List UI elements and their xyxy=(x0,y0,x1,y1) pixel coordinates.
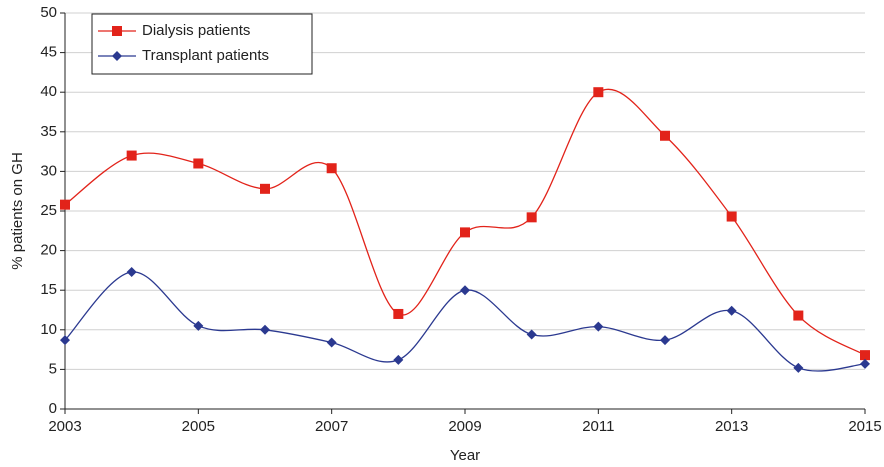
x-axis-label: Year xyxy=(450,447,480,464)
y-tick-label: 5 xyxy=(49,360,57,377)
marker xyxy=(112,51,122,61)
y-tick-label: 30 xyxy=(40,162,57,179)
marker xyxy=(793,310,804,321)
x-tick-label: 2003 xyxy=(48,418,81,435)
marker xyxy=(393,308,404,319)
y-tick-label: 50 xyxy=(40,4,57,21)
marker xyxy=(860,358,870,369)
marker xyxy=(112,26,122,36)
y-tick-label: 45 xyxy=(40,44,57,61)
y-tick-label: 0 xyxy=(49,400,57,417)
marker xyxy=(460,227,470,238)
x-tick-label: 2011 xyxy=(582,418,614,435)
legend-label: Transplant patients xyxy=(142,47,269,64)
marker xyxy=(526,329,537,340)
marker xyxy=(660,130,670,141)
marker xyxy=(193,320,204,331)
y-tick-label: 10 xyxy=(40,321,57,338)
marker xyxy=(326,163,337,174)
marker xyxy=(593,87,604,98)
marker xyxy=(193,158,204,169)
marker xyxy=(793,362,804,373)
x-tick-label: 2007 xyxy=(315,418,348,435)
y-tick-label: 35 xyxy=(40,123,57,140)
marker xyxy=(460,285,470,296)
marker xyxy=(726,211,737,222)
marker xyxy=(126,150,137,161)
legend-label: Dialysis patients xyxy=(142,22,250,39)
y-axis-label: % patients on GH xyxy=(9,152,26,270)
marker xyxy=(393,354,404,365)
marker xyxy=(126,266,137,277)
y-tick-label: 40 xyxy=(40,83,57,100)
marker xyxy=(60,199,70,210)
marker xyxy=(593,321,604,332)
marker xyxy=(260,183,270,194)
x-tick-label: 2013 xyxy=(715,418,748,435)
x-tick-label: 2009 xyxy=(448,418,481,435)
marker xyxy=(326,337,337,348)
legend: Dialysis patients Transplant patients xyxy=(91,13,313,75)
legend-box xyxy=(91,13,313,75)
y-tick-label: 25 xyxy=(40,202,57,219)
marker xyxy=(726,305,737,316)
marker xyxy=(526,212,537,223)
x-tick-label: 2005 xyxy=(182,418,215,435)
marker xyxy=(860,350,870,361)
x-tick-label: 2015 xyxy=(848,418,881,435)
y-tick-label: 15 xyxy=(40,281,57,298)
series-line xyxy=(64,88,866,356)
marker xyxy=(260,324,270,335)
y-tick-label: 20 xyxy=(40,242,57,259)
marker xyxy=(60,335,70,346)
marker xyxy=(660,335,670,346)
